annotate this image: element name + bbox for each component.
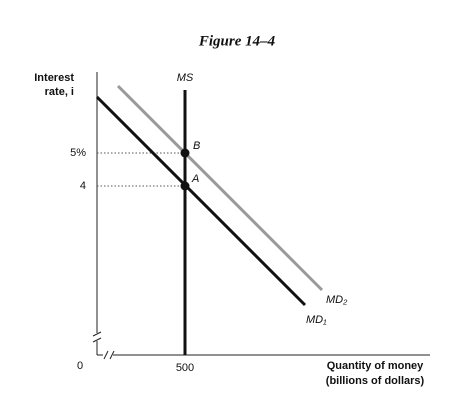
point-b-label: B <box>193 140 200 152</box>
y-tick-label: 4 <box>80 180 86 192</box>
point-b <box>180 148 190 158</box>
md2-curve <box>116 84 324 292</box>
ms-label: MS <box>177 72 194 84</box>
x-axis-label: (billions of dollars) <box>326 375 425 387</box>
md1-label: MD₁ <box>306 314 327 326</box>
x-tick-label: 500 <box>176 362 194 374</box>
title: Figure 14–4 <box>198 33 276 49</box>
md2-label: MD₂ <box>326 294 348 306</box>
y-tick-label: 5% <box>70 147 86 159</box>
origin-label: 0 <box>77 360 83 372</box>
x-axis-label: Quantity of money <box>327 360 424 372</box>
md1-curve <box>95 95 307 307</box>
y-axis-label: rate, i <box>45 86 74 98</box>
point-a <box>180 181 190 191</box>
point-a-label: A <box>191 173 199 185</box>
axes <box>92 72 430 360</box>
y-axis-label: Interest <box>34 72 74 84</box>
